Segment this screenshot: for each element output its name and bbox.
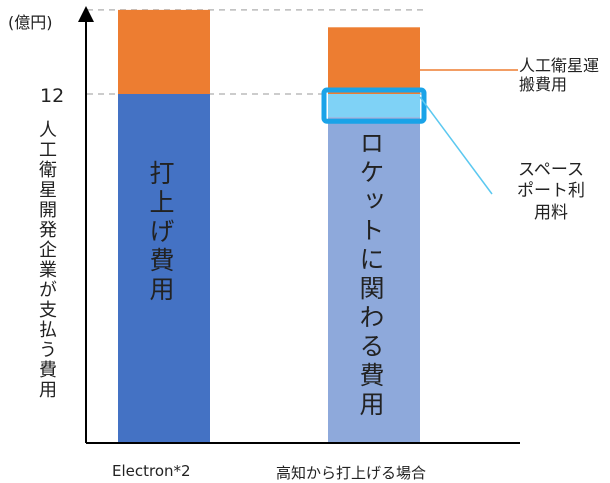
y-tick-label-12: 12	[40, 85, 65, 107]
y-axis-arrow	[78, 6, 94, 22]
x-tick-label-electron: Electron*2	[112, 462, 191, 480]
bar-segment-1-1	[328, 94, 420, 118]
bar-label-launch-cost: 打上げ費用	[146, 160, 175, 305]
bar-segment-1-0	[328, 117, 420, 442]
spaceport-fee-highlight-frame	[321, 87, 427, 124]
spaceport-highlight	[321, 87, 427, 124]
bar-label-rocket-cost: ロケットに関わる費用	[356, 130, 385, 420]
bar-segment-1-2	[328, 27, 420, 94]
x-tick-label-kochi: 高知から打上げる場合	[276, 464, 427, 482]
y-axis-label: 人工衛星開発企業が支払う費用	[36, 120, 57, 400]
callout-line-spaceport	[419, 96, 493, 195]
bar-segment-0-2	[118, 9, 210, 94]
callout-label-satellite-transport: 人工衛星運搬費用	[519, 56, 600, 95]
bars	[118, 9, 420, 442]
callout-label-spaceport-fee: スペースポート利用料	[517, 160, 585, 223]
bar-segment-0-0	[118, 94, 210, 442]
callout-lines	[419, 69, 518, 195]
y-unit-label: (億円)	[8, 13, 53, 32]
